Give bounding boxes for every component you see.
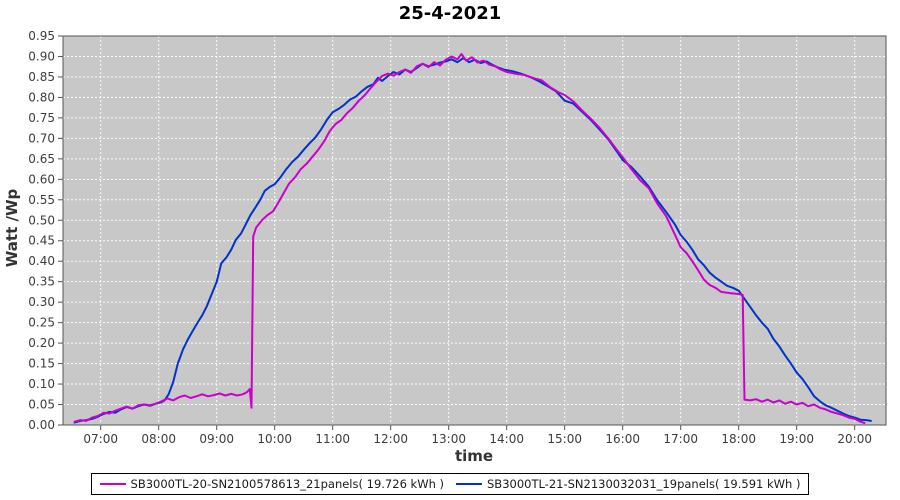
y-tick-label: 0.45 xyxy=(28,234,55,248)
y-tick-label: 0.20 xyxy=(28,336,55,350)
y-tick-label: 0.85 xyxy=(28,70,55,84)
x-axis-title: time xyxy=(455,447,493,465)
x-tick-label: 13:00 xyxy=(431,432,466,446)
legend-label: SB3000TL-20-SN2100578613_21panels( 19.72… xyxy=(130,477,444,491)
y-tick-label: 0.65 xyxy=(28,152,55,166)
x-tick-label: 09:00 xyxy=(199,432,234,446)
x-tick-label: 19:00 xyxy=(779,432,814,446)
y-axis-title: Watt /Wp xyxy=(3,189,21,268)
x-tick-label: 20:00 xyxy=(837,432,872,446)
legend-box: SB3000TL-20-SN2100578613_21panels( 19.72… xyxy=(90,473,810,495)
plot-background xyxy=(63,36,886,425)
y-tick-label: 0.50 xyxy=(28,213,55,227)
x-tick-label: 11:00 xyxy=(315,432,350,446)
y-tick-label: 0.75 xyxy=(28,111,55,125)
x-tick-label: 18:00 xyxy=(721,432,756,446)
y-tick-label: 0.90 xyxy=(28,49,55,63)
y-tick-label: 0.15 xyxy=(28,357,55,371)
plot-border xyxy=(62,35,887,426)
legend-entry-sb3000tl-21: SB3000TL-21-SN2130032031_19panels( 19.59… xyxy=(456,477,800,491)
y-tick-label: 0.55 xyxy=(28,193,55,207)
chart-title: 25-4-2021 xyxy=(398,3,502,24)
x-tick-label: 15:00 xyxy=(547,432,582,446)
x-tick-label: 07:00 xyxy=(83,432,118,446)
legend-line-swatch-magenta xyxy=(99,483,126,485)
y-tick-label: 0.60 xyxy=(28,172,55,186)
y-tick-label: 0.40 xyxy=(28,254,55,268)
series-line-0 xyxy=(73,53,866,424)
legend-entry-sb3000tl-20: SB3000TL-20-SN2100578613_21panels( 19.72… xyxy=(99,477,444,491)
y-tick-label: 0.80 xyxy=(28,90,55,104)
y-tick-label: 0.30 xyxy=(28,295,55,309)
legend-line-swatch-blue xyxy=(456,483,482,485)
y-tick-label: 0.35 xyxy=(28,275,55,289)
x-tick-label: 17:00 xyxy=(663,432,698,446)
legend-label: SB3000TL-21-SN2130032031_19panels( 19.59… xyxy=(487,477,801,491)
plot-area: 0.00 0.05 0.10 0.15 0.20 0.25 0.30 0.35 0.40 0.45… xyxy=(3,29,887,465)
y-tick-label: 0.95 xyxy=(28,29,55,43)
y-tick-label: 0.70 xyxy=(28,131,55,145)
x-tick-label: 16:00 xyxy=(605,432,640,446)
x-tick-label: 12:00 xyxy=(373,432,408,446)
y-tick-label: 0.25 xyxy=(28,316,55,330)
x-tick-label: 08:00 xyxy=(141,432,176,446)
x-tick-label: 14:00 xyxy=(489,432,524,446)
legend: SB3000TL-20-SN2100578613_21panels( 19.72… xyxy=(0,473,900,495)
y-tick-label: 0.10 xyxy=(28,377,55,391)
x-tick-label: 10:00 xyxy=(257,432,292,446)
y-tick-label: 0.00 xyxy=(28,418,55,432)
y-tick-label: 0.05 xyxy=(28,398,55,412)
